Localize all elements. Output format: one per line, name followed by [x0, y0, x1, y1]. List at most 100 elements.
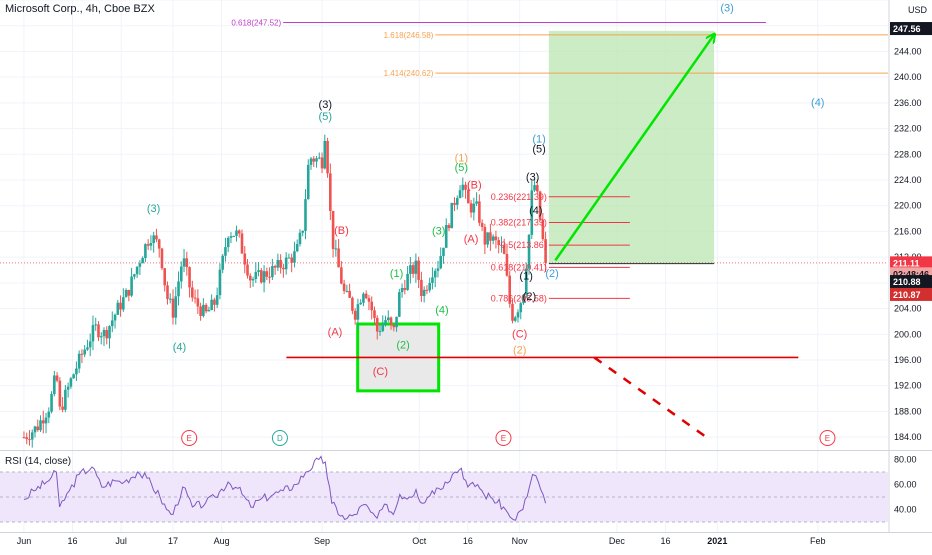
candle-body — [213, 299, 216, 305]
target-zone — [548, 30, 715, 264]
candle-body — [320, 157, 324, 169]
fib-level-label: 0.5(213.86) — [501, 240, 547, 250]
price-axis-badge — [890, 287, 932, 301]
wave-label: (C) — [373, 366, 388, 378]
candle-body — [541, 219, 545, 240]
candle-body — [533, 185, 536, 191]
candle-body — [271, 266, 274, 278]
candle-body — [188, 267, 191, 288]
candle-body — [260, 270, 263, 283]
candle-body — [36, 426, 40, 431]
candle-body — [323, 140, 327, 169]
wave-label: (3) — [526, 172, 539, 184]
candle-body — [458, 190, 462, 199]
candle-body — [428, 282, 431, 291]
time-tick-label: 17 — [168, 536, 178, 546]
event-marker-label: E — [187, 434, 192, 443]
candle-body — [135, 266, 139, 275]
candle-body — [337, 248, 340, 268]
candle-body — [417, 260, 420, 280]
candle-body — [160, 248, 164, 269]
candle-body — [47, 411, 51, 418]
candle-body — [442, 247, 445, 257]
candle-body — [163, 268, 167, 286]
candle-body — [53, 375, 56, 395]
candle-body — [218, 269, 222, 296]
candle-body — [433, 270, 437, 278]
candle-body — [30, 432, 34, 440]
price-tick-label: 200.00 — [894, 329, 922, 339]
candle-body — [519, 303, 523, 313]
candles-layer — [22, 134, 547, 448]
candle-body — [469, 203, 473, 213]
candle-body — [536, 185, 539, 192]
currency-label: USD — [908, 5, 928, 15]
candle-body — [290, 257, 293, 263]
candle-body — [66, 386, 70, 390]
candle-body — [329, 173, 332, 211]
candle-body — [486, 232, 489, 245]
wave-label: (2) — [523, 291, 536, 303]
candle-body — [75, 368, 78, 375]
candle-body — [502, 244, 506, 254]
candle-body — [61, 406, 64, 410]
candle-body — [489, 232, 492, 241]
time-tick-label: Feb — [810, 536, 826, 546]
candle-body — [221, 255, 224, 270]
rsi-title: RSI (14, close) — [5, 456, 72, 467]
candle-body — [334, 248, 338, 250]
candle-body — [88, 341, 92, 348]
candle-body — [331, 210, 335, 249]
candle-body — [235, 230, 238, 236]
candle-body — [130, 276, 133, 296]
candle-body — [464, 184, 467, 190]
candle-body — [276, 259, 280, 268]
candle-body — [202, 304, 205, 316]
candle-body — [141, 258, 144, 264]
candle-body — [301, 230, 305, 233]
candle-body — [124, 289, 128, 298]
candle-body — [33, 426, 37, 433]
candle-body — [491, 236, 495, 241]
candle-body — [400, 288, 404, 293]
bear-projection-line — [593, 356, 712, 442]
candle-body — [83, 349, 86, 355]
candle-body — [41, 420, 45, 424]
candle-body — [215, 295, 219, 305]
candle-body — [97, 324, 100, 338]
wave-label: (2) — [396, 339, 409, 351]
symbol-title: Microsoft Corp., 4h, Cboe BZX — [5, 3, 155, 15]
rsi-layer — [0, 450, 932, 523]
candle-body — [287, 257, 291, 259]
candle-body — [414, 260, 418, 274]
candle-body — [478, 201, 481, 223]
candle-body — [149, 243, 153, 246]
wave-label: (1) — [390, 268, 403, 280]
time-tick-label: Aug — [214, 536, 230, 546]
wave-label: (4) — [529, 205, 542, 217]
candle-body — [191, 287, 194, 298]
candle-body — [389, 317, 393, 326]
candle-body — [511, 303, 514, 321]
candle-body — [108, 326, 111, 339]
candle-body — [58, 380, 62, 407]
wave-label: (5) — [319, 111, 332, 123]
extension-level-label: 1.618(246.58) — [384, 31, 434, 40]
price-axis-badge-label: 211.11 — [893, 258, 920, 268]
wave-label: (2) — [513, 345, 526, 357]
candle-body — [516, 312, 520, 318]
time-tick-label: Dec — [609, 536, 626, 546]
price-tick-label: 192.00 — [894, 381, 922, 391]
candle-body — [409, 265, 412, 274]
candle-body — [166, 285, 169, 300]
time-tick-label: 16 — [463, 536, 473, 546]
fib-level-label: 0.786(205.58) — [491, 293, 547, 303]
event-marker — [819, 430, 836, 446]
time-tick-label: Jun — [17, 536, 32, 546]
wave-label: (2) — [545, 268, 558, 280]
candle-body — [55, 375, 59, 381]
price-axis-badge-label: 210.87 — [893, 290, 921, 300]
event-marker — [271, 430, 288, 446]
candle-body — [265, 271, 269, 277]
